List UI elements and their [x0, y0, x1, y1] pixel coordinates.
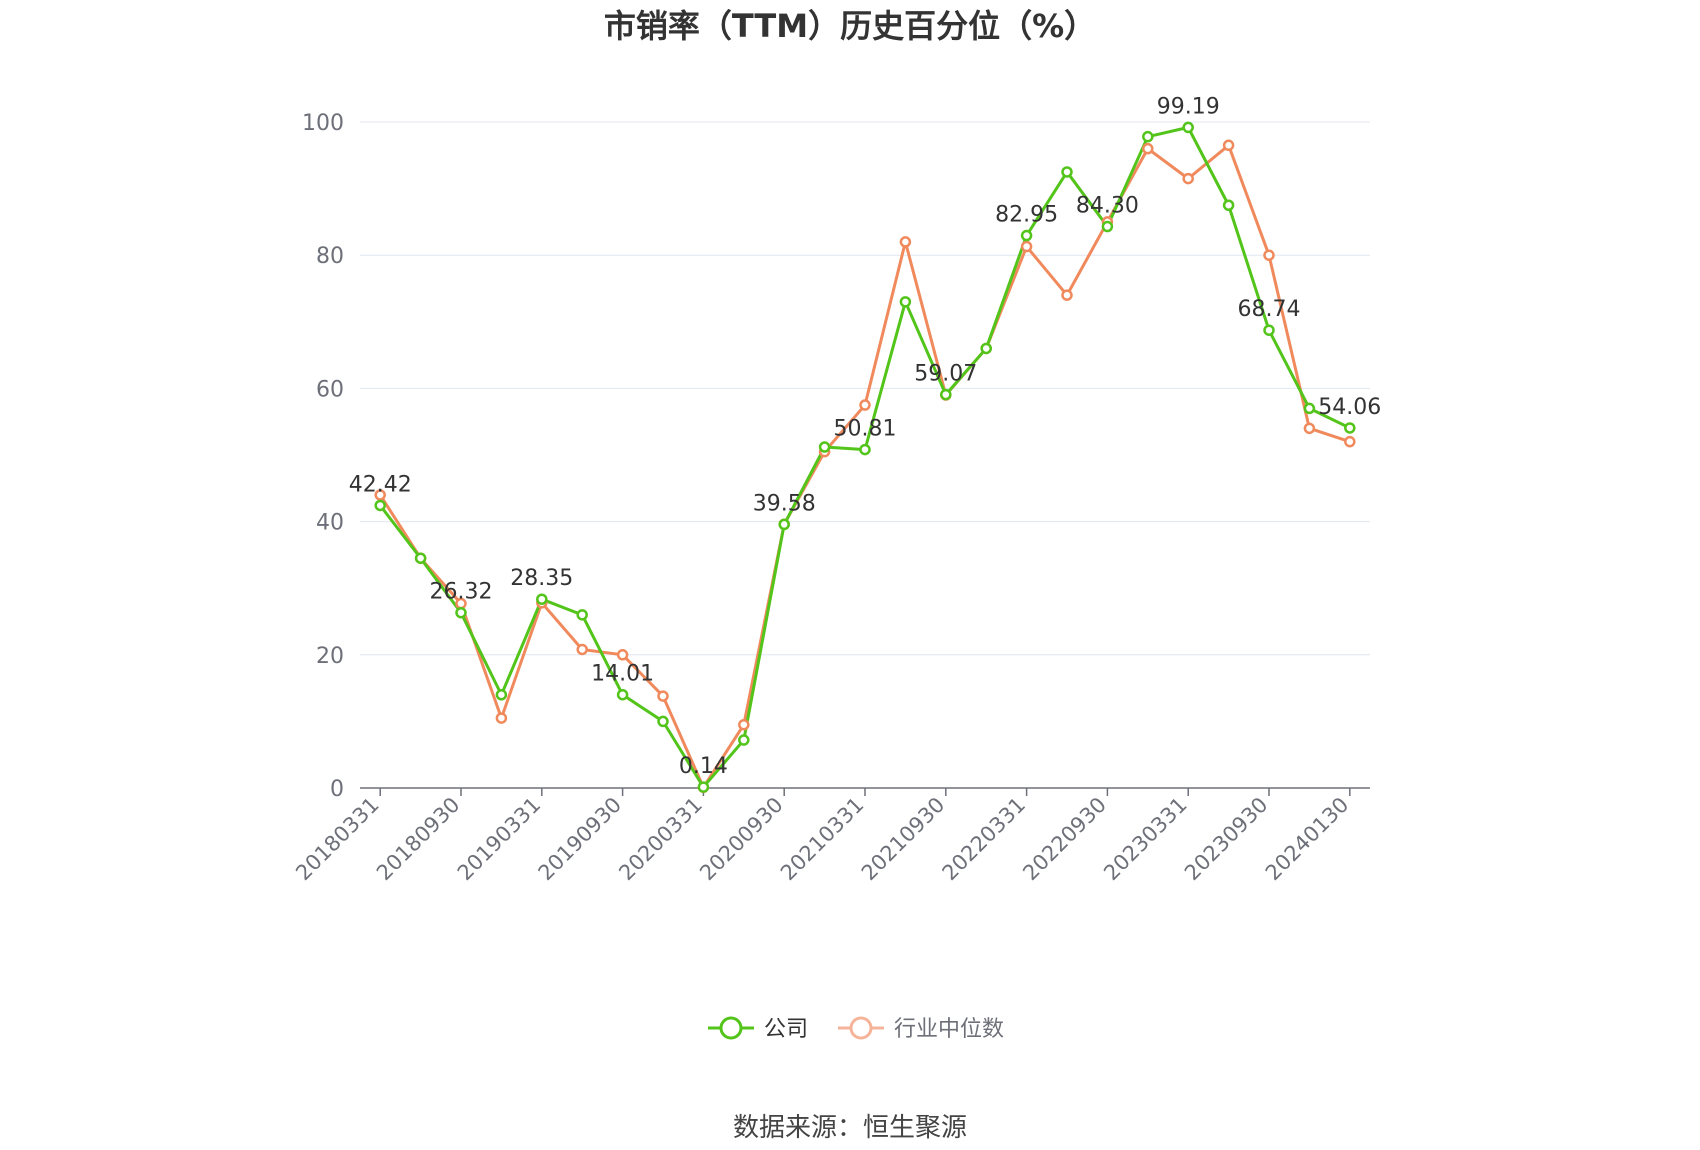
- data-point: [616, 649, 629, 661]
- data-point: [1061, 289, 1073, 301]
- x-axis: 2018033120180930201903312019093020200331…: [291, 787, 1370, 886]
- data-label: 14.01: [591, 662, 654, 687]
- data-label: 26.32: [430, 580, 493, 605]
- legend-swatch-marker: [719, 1016, 743, 1040]
- data-point: [1344, 435, 1356, 448]
- data-label: 0.14: [679, 754, 728, 779]
- data-point: [1142, 130, 1154, 143]
- data-label: 82.95: [995, 203, 1058, 228]
- data-point: [940, 388, 952, 401]
- chart-title: 市销率（TTM）历史百分位（%）: [604, 7, 1096, 45]
- data-point: [657, 715, 669, 728]
- x-tick-label: 20180331: [291, 793, 384, 886]
- data-labels: 42.42 26.32 28.35 14.01 0.14 39.58 50.81 59.07 8…: [349, 94, 1382, 779]
- data-point: [1142, 142, 1154, 155]
- legend-label: 行业中位数: [894, 1017, 1004, 1042]
- x-tick-label: 20220930: [1018, 793, 1111, 886]
- x-tick-label: 20210331: [776, 793, 869, 886]
- data-point: [1020, 229, 1033, 242]
- data-point: [738, 734, 750, 746]
- data-point: [899, 296, 912, 308]
- series-group: [374, 121, 1356, 794]
- data-point: [1061, 166, 1073, 178]
- data-point: [778, 518, 790, 531]
- legend-item-0[interactable]: 公司: [708, 1016, 808, 1042]
- data-point: [738, 718, 750, 731]
- x-tick-label: 20220331: [938, 793, 1031, 886]
- data-point: [1303, 402, 1316, 415]
- data-point: [1182, 121, 1194, 134]
- data-label: 28.35: [510, 566, 573, 591]
- data-point: [1222, 139, 1235, 152]
- data-label: 99.19: [1157, 94, 1220, 119]
- data-label: 54.06: [1318, 395, 1381, 420]
- data-point: [374, 489, 386, 501]
- data-point: [980, 342, 992, 355]
- data-point: [374, 499, 386, 512]
- source-note: 数据来源：恒生聚源: [733, 1113, 967, 1143]
- data-point: [1182, 172, 1194, 185]
- y-axis: 0 20 40 60 80 100: [302, 111, 344, 802]
- grid-lines: [360, 121, 1370, 656]
- data-label: 68.74: [1238, 297, 1301, 322]
- data-point: [1263, 324, 1275, 336]
- data-point: [1020, 240, 1033, 253]
- data-point: [536, 593, 548, 605]
- legend-swatch-marker: [849, 1016, 873, 1040]
- x-tick-label: 20190930: [534, 793, 627, 886]
- data-point: [576, 609, 588, 621]
- legend-item-1[interactable]: 行业中位数: [838, 1016, 1004, 1042]
- series-line-1: [378, 143, 1351, 789]
- data-point: [899, 236, 912, 248]
- data-label: 84.30: [1076, 194, 1139, 219]
- y-tick-label: 20: [316, 644, 344, 669]
- series-line-0: [379, 125, 1351, 789]
- data-point: [1222, 199, 1235, 211]
- data-point: [495, 712, 508, 724]
- x-tick-label: 20180930: [372, 793, 465, 886]
- data-label: 42.42: [349, 472, 412, 497]
- y-tick-label: 100: [302, 111, 344, 136]
- data-point: [455, 606, 467, 619]
- data-point: [859, 399, 871, 411]
- legend-label: 公司: [764, 1017, 808, 1042]
- legend[interactable]: 公司 行业中位数: [708, 1016, 1004, 1042]
- y-tick-label: 60: [316, 377, 344, 402]
- x-tick-label: 20210930: [857, 793, 950, 886]
- x-tick-label: 20200331: [614, 793, 707, 886]
- data-point: [697, 781, 710, 793]
- data-point: [414, 552, 427, 564]
- x-tick-label: 20240130: [1261, 793, 1354, 886]
- x-tick-label: 20190331: [453, 793, 546, 886]
- y-tick-label: 0: [330, 777, 344, 802]
- data-point: [495, 689, 508, 701]
- data-point: [616, 688, 629, 701]
- x-tick-label: 20230331: [1099, 793, 1192, 886]
- data-label: 39.58: [753, 491, 816, 516]
- data-point: [576, 643, 588, 656]
- data-point: [1344, 422, 1356, 434]
- data-label: 50.81: [834, 417, 897, 442]
- data-point: [859, 443, 871, 456]
- data-point: [657, 690, 669, 702]
- y-tick-label: 80: [316, 244, 344, 269]
- x-tick-label: 20230930: [1180, 793, 1273, 886]
- x-tick-label: 20200930: [695, 793, 788, 886]
- data-point: [818, 441, 831, 453]
- data-point: [1101, 220, 1114, 233]
- data-label: 59.07: [914, 362, 977, 387]
- data-point: [1303, 422, 1316, 435]
- y-tick-label: 40: [316, 511, 344, 536]
- data-point: [1263, 249, 1275, 261]
